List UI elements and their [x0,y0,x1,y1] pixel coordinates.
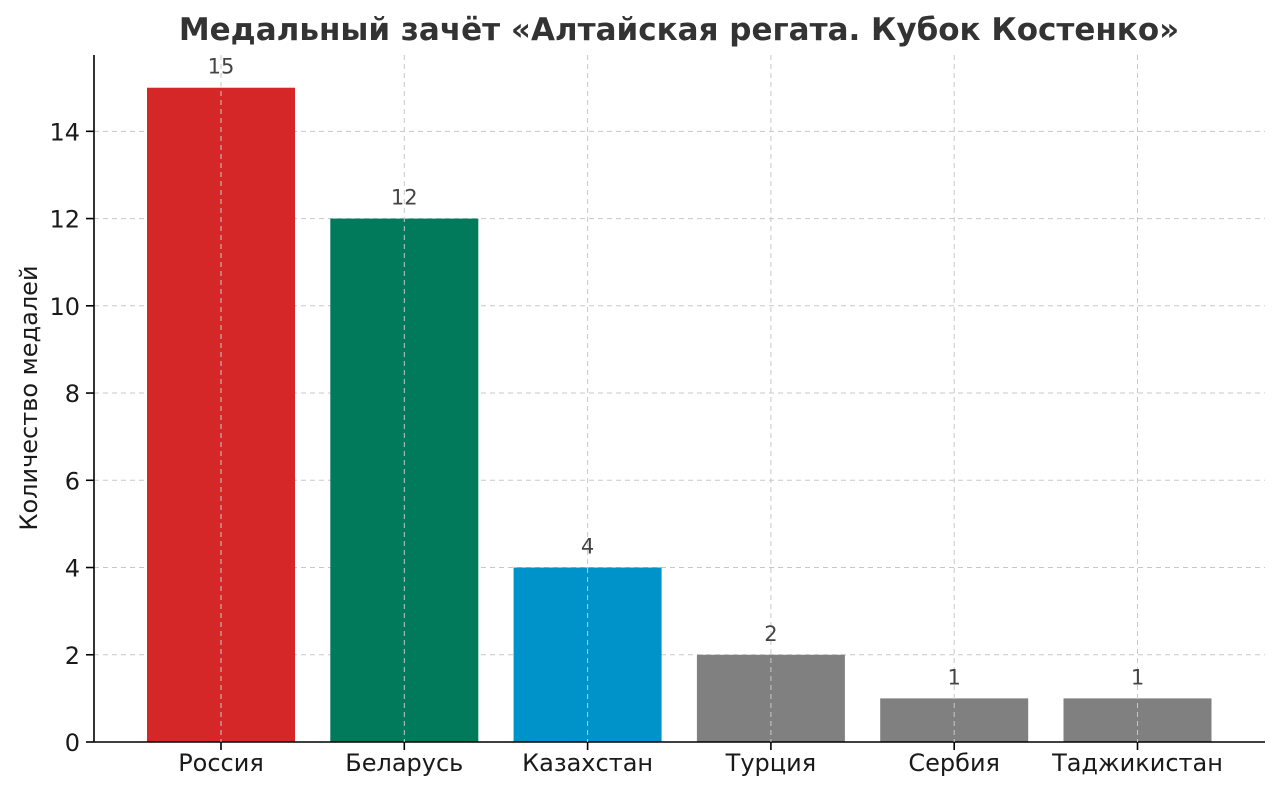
bar-value-label: 15 [208,55,235,79]
grid [94,130,1265,656]
chart-title: Медальный зачёт «Алтайская регата. Кубок… [179,12,1179,48]
y-tick-label: 6 [65,467,80,495]
x-tick-label: Турция [725,749,816,777]
y-tick-label: 14 [49,118,80,146]
y-axis-label: Количество медалей [15,265,43,530]
x-tick-label: Таджикистан [1051,749,1223,777]
bar-value-label: 4 [581,535,594,559]
axes [93,55,1265,743]
y-tick-label: 0 [65,729,80,757]
x-tick-label: Сербия [908,749,1000,777]
bar-value-label: 1 [948,665,961,689]
y-tick-label: 8 [65,380,80,408]
y-tick-label: 12 [49,206,80,234]
y-tick-label: 4 [65,555,80,583]
y-tick-label: 10 [49,293,80,321]
x-tick-label: Беларусь [345,749,463,777]
x-tick-label: Россия [178,749,264,777]
bar-value-label: 2 [764,622,777,646]
bar-value-label: 12 [391,186,418,210]
labels: 02468101214Россия15Беларусь12Казахстан4Т… [49,55,1222,777]
bar-value-label: 1 [1131,665,1144,689]
x-tick-label: Казахстан [522,749,653,777]
y-tick-label: 2 [65,642,80,670]
bars [147,87,1212,743]
